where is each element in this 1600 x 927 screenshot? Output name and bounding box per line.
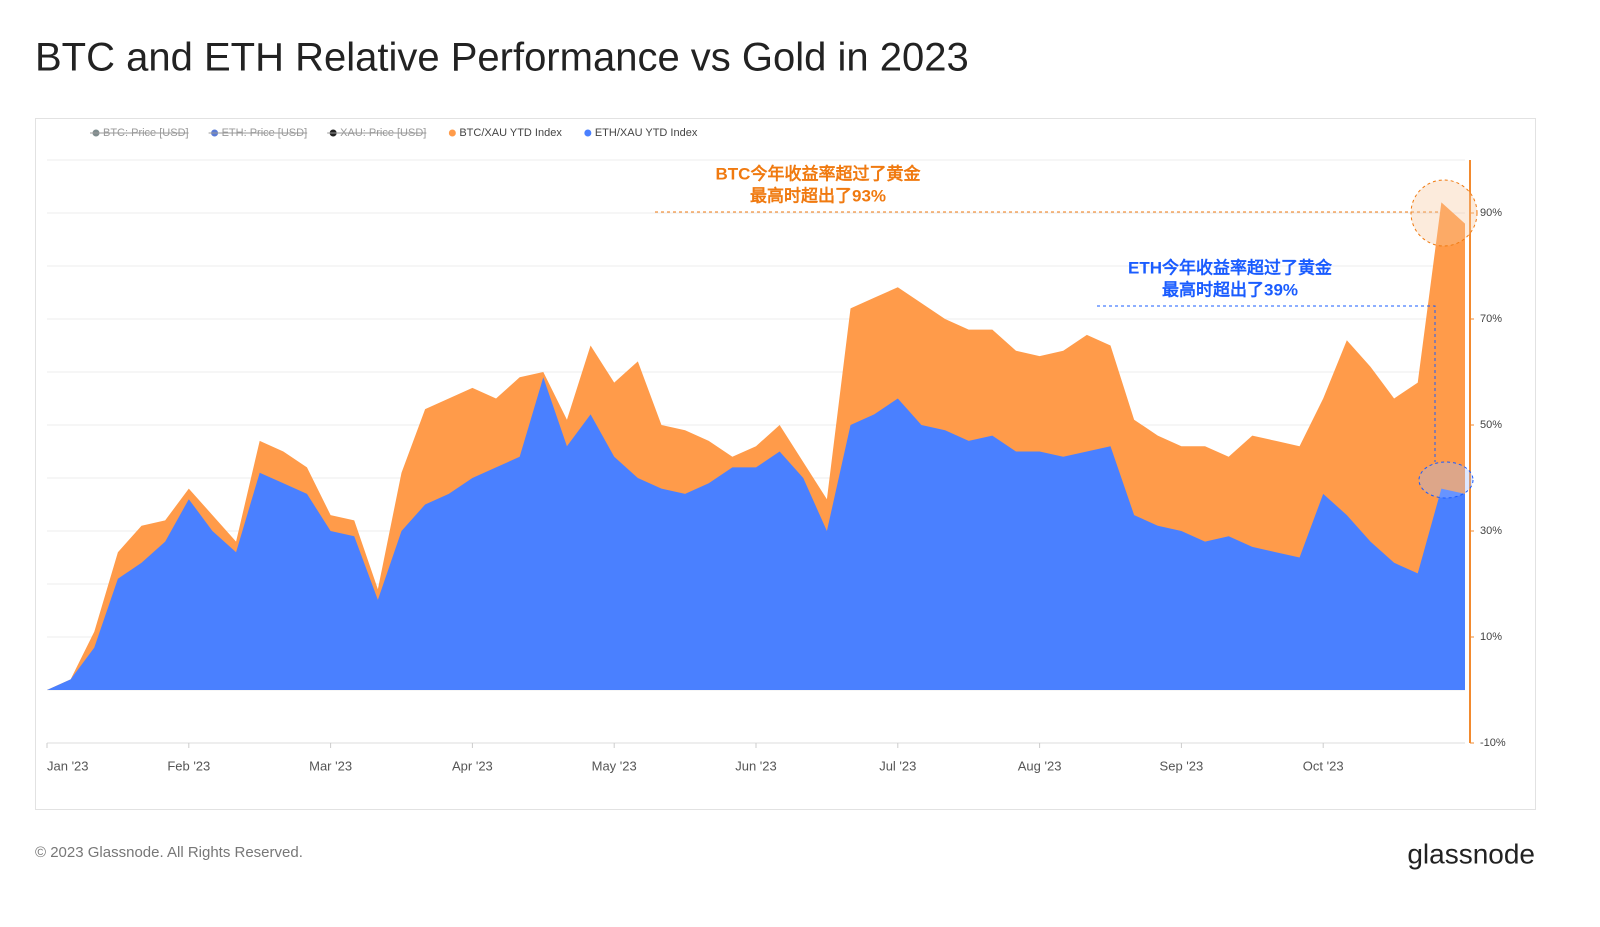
x-tick-label: Mar '23 xyxy=(309,758,352,773)
y-tick-label: 70% xyxy=(1480,313,1502,325)
legend-label[interactable]: ETH/XAU YTD Index xyxy=(595,127,698,139)
x-tick-label: Jun '23 xyxy=(735,758,777,773)
y-tick-label: -10% xyxy=(1480,737,1506,749)
y-tick-label: 50% xyxy=(1480,419,1502,431)
x-tick-label: Feb '23 xyxy=(167,758,210,773)
area xyxy=(47,377,1465,690)
annotation-line xyxy=(1097,305,1436,462)
x-tick-label: Apr '23 xyxy=(452,758,493,773)
y-tick-label: 10% xyxy=(1480,631,1502,643)
x-tick-label: Oct '23 xyxy=(1303,758,1344,773)
highlight-circle xyxy=(1418,461,1474,499)
legend-label[interactable]: BTC/XAU YTD Index xyxy=(459,127,562,139)
x-tick-label: May '23 xyxy=(592,758,637,773)
y-tick-label: 90% xyxy=(1480,207,1502,219)
annotation: BTC今年收益率超过了黄金 xyxy=(716,163,922,183)
x-tick-label: Jan '23 xyxy=(47,758,89,773)
legend: BTC: Price [USD] ETH: Price [USD] XAU: Pri… xyxy=(90,127,698,139)
chart-frame xyxy=(35,118,1536,810)
chart-title: BTC and ETH Relative Performance vs Gold… xyxy=(35,36,969,80)
legend-marker xyxy=(584,129,592,137)
copyright: © 2023 Glassnode. All Rights Reserved. xyxy=(35,844,303,861)
legend-marker xyxy=(448,129,456,137)
annotation: 最高时超出了93% xyxy=(750,185,886,205)
annotation: 最高时超出了39% xyxy=(1162,279,1298,299)
annotation: ETH今年收益率超过了黄金 xyxy=(1128,257,1333,277)
x-tick-label: Aug '23 xyxy=(1018,758,1062,773)
overlay: BTC今年收益率超过了黄金 最高时超出了93% ETH今年收益率超过了黄金 最高… xyxy=(655,163,1478,499)
logo: glassnode xyxy=(1407,838,1535,869)
highlight-circle xyxy=(1410,179,1478,247)
y-tick-label: 30% xyxy=(1480,525,1502,537)
x-tick-label: Jul '23 xyxy=(879,758,916,773)
plot-area xyxy=(47,202,1465,690)
x-tick-label: Sep '23 xyxy=(1160,758,1204,773)
